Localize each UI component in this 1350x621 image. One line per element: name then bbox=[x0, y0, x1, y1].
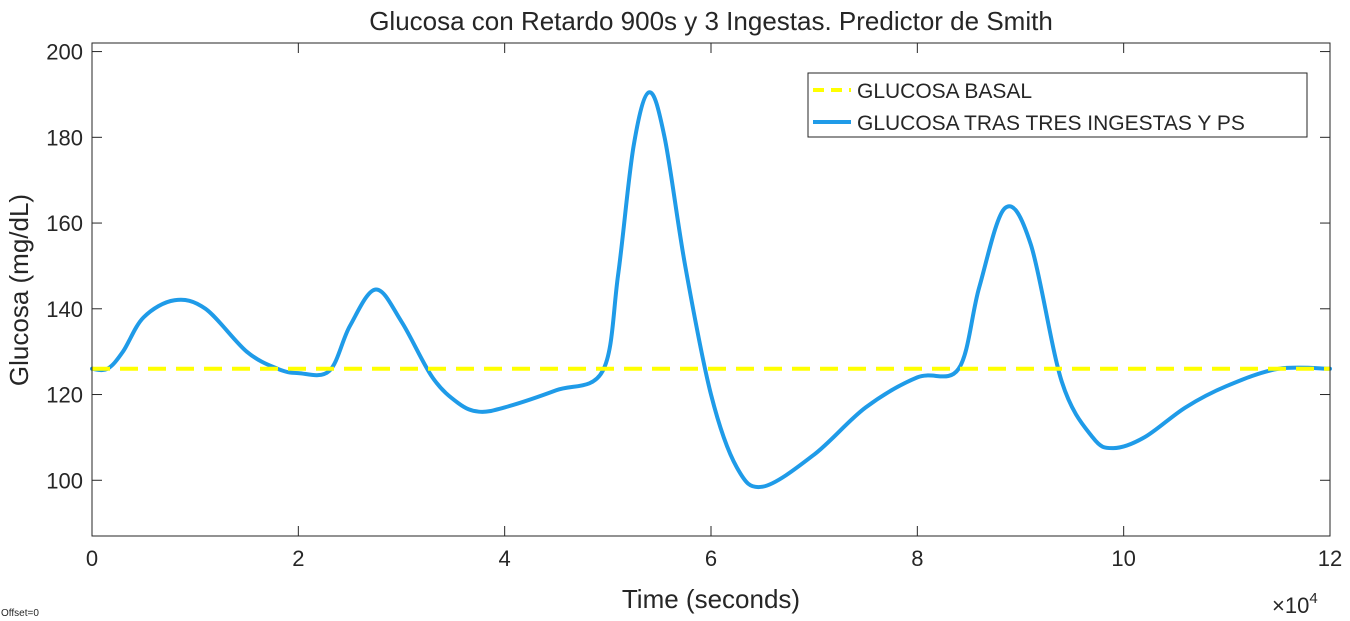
x-tick-label: 4 bbox=[499, 546, 511, 571]
legend-label-basal: GLUCOSA BASAL bbox=[857, 80, 1032, 103]
chart-title: Glucosa con Retardo 900s y 3 Ingestas. P… bbox=[369, 6, 1053, 36]
x-ticks: 0 2 4 6 8 10 12 bbox=[86, 43, 1342, 571]
y-tick-label: 120 bbox=[46, 383, 83, 408]
x-tick-label: 8 bbox=[911, 546, 923, 571]
offset-note: Offset=0 bbox=[1, 608, 39, 619]
x-axis-exponent-base: ×10 bbox=[1272, 593, 1309, 618]
x-axis-label: Time (seconds) bbox=[622, 584, 800, 614]
x-axis-exponent: ×104 bbox=[1272, 590, 1318, 618]
legend-box bbox=[807, 72, 1308, 138]
x-tick-label: 12 bbox=[1318, 546, 1342, 571]
y-tick-label: 200 bbox=[46, 40, 83, 65]
y-axis-label: Glucosa (mg/dL) bbox=[4, 194, 34, 386]
y-ticks: 100 120 140 160 180 200 bbox=[46, 40, 1330, 493]
series-line-glucose bbox=[90, 90, 1332, 490]
series-layer bbox=[90, 90, 1332, 490]
legend-label-glucose: GLUCOSA TRAS TRES INGESTAS Y PS bbox=[857, 112, 1245, 135]
x-tick-label: 2 bbox=[292, 546, 304, 571]
legend: GLUCOSA BASAL GLUCOSA TRAS TRES INGESTAS… bbox=[807, 72, 1308, 138]
y-tick-label: 100 bbox=[46, 468, 83, 493]
y-tick-label: 180 bbox=[46, 125, 83, 150]
y-tick-label: 160 bbox=[46, 211, 83, 236]
x-tick-label: 6 bbox=[705, 546, 717, 571]
y-tick-label: 140 bbox=[46, 297, 83, 322]
x-tick-label: 10 bbox=[1111, 546, 1135, 571]
x-tick-label: 0 bbox=[86, 546, 98, 571]
x-axis-exponent-power: 4 bbox=[1309, 590, 1317, 607]
